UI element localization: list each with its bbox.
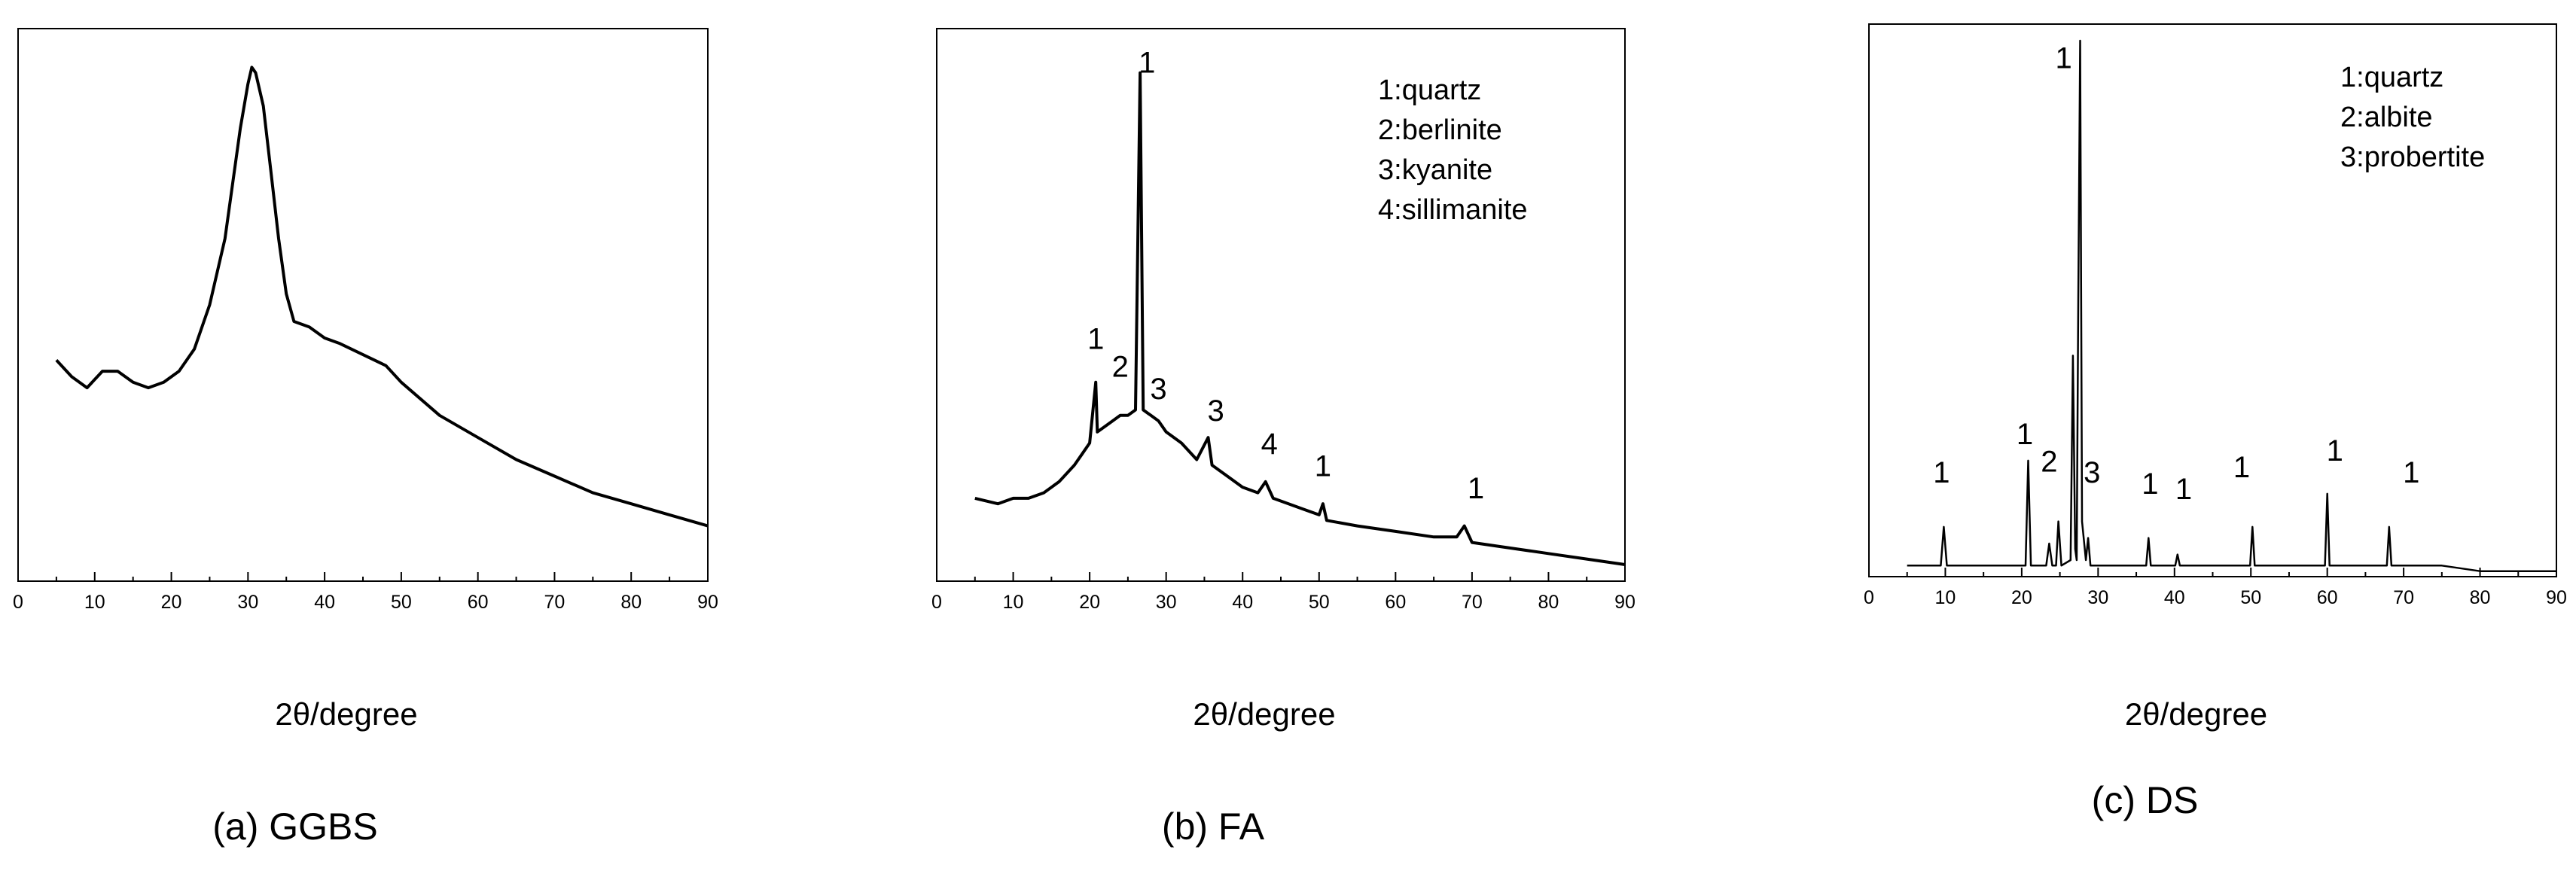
peak-label: 4 <box>1261 428 1278 461</box>
x-tick-label: 0 <box>13 592 23 613</box>
xrd-pattern-line <box>55 65 709 528</box>
legend-entry: 2:berlinite <box>1378 114 1502 146</box>
plot-frame <box>936 28 1626 582</box>
peak-label: 1 <box>1315 450 1331 483</box>
x-tick-label: 70 <box>1462 592 1483 613</box>
x-tick-label: 40 <box>314 592 335 613</box>
series-layer <box>1907 39 2556 572</box>
x-tick-label: 0 <box>931 592 942 613</box>
peak-label: 1 <box>1468 472 1484 505</box>
x-tick-label: 80 <box>1538 592 1559 613</box>
x-tick-label: 0 <box>1864 587 1874 608</box>
x-axis-label: 2θ/degree <box>275 696 417 732</box>
x-tick-label: 30 <box>2087 587 2108 608</box>
legend: 1:quartz 2:albite 3:probertite <box>2340 62 2485 173</box>
panel-caption: (b) FA <box>1162 805 1265 848</box>
plot-frame <box>1868 23 2557 577</box>
peak-label: 2 <box>2041 446 2057 479</box>
plot-frame <box>17 28 709 582</box>
xrd-pattern-line <box>1907 39 2556 572</box>
x-tick-label: 20 <box>1079 592 1100 613</box>
legend-entry: 4:sillimanite <box>1378 194 1528 226</box>
peak-label: 1 <box>2017 418 2033 451</box>
x-tick-label: 20 <box>161 592 182 613</box>
peak-label: 1 <box>2056 42 2072 75</box>
x-axis-label: 2θ/degree <box>2125 696 2267 732</box>
x-tick-label: 80 <box>620 592 642 613</box>
x-tick-label: 30 <box>1156 592 1177 613</box>
peak-label: 3 <box>2084 456 2100 489</box>
x-axis-ticks: 0 10 20 30 40 50 60 70 80 90 <box>1864 568 2567 608</box>
peak-label: 3 <box>1150 373 1166 406</box>
x-tick-label: 50 <box>2240 587 2261 608</box>
panel-caption: (c) DS <box>2092 779 2199 821</box>
x-axis-label: 2θ/degree <box>1193 696 1335 732</box>
legend-entry: 1:quartz <box>2340 62 2443 93</box>
x-tick-label: 20 <box>2011 587 2032 608</box>
peak-label: 1 <box>2403 456 2419 489</box>
x-tick-label: 90 <box>1614 592 1636 613</box>
x-tick-label: 90 <box>2546 587 2567 608</box>
x-tick-label: 50 <box>1309 592 1330 613</box>
x-tick-label: 50 <box>391 592 412 613</box>
peak-label: 1 <box>2327 434 2343 467</box>
x-tick-label: 10 <box>84 592 105 613</box>
x-tick-label: 70 <box>2393 587 2414 608</box>
peak-label: 2 <box>1112 350 1129 383</box>
x-tick-label: 60 <box>2317 587 2338 608</box>
x-tick-label: 70 <box>544 592 566 613</box>
panel-caption: (a) GGBS <box>212 805 377 848</box>
x-tick-label: 90 <box>697 592 718 613</box>
x-tick-label: 10 <box>1003 592 1024 613</box>
x-tick-label: 80 <box>2470 587 2491 608</box>
x-tick-label: 30 <box>237 592 258 613</box>
peak-label: 1 <box>2175 473 2192 506</box>
legend-entry: 1:quartz <box>1378 75 1481 106</box>
series-layer <box>55 65 709 528</box>
x-tick-label: 10 <box>1935 587 1956 608</box>
legend-entry: 3:kyanite <box>1378 154 1492 186</box>
x-tick-label: 60 <box>468 592 489 613</box>
panel-ggbs: 0 10 20 30 40 50 60 70 80 90 2θ/degree (a) GGBS <box>13 28 718 848</box>
series-layer <box>974 71 1626 566</box>
x-tick-label: 40 <box>2164 587 2185 608</box>
legend: 1:quartz 2:berlinite 3:kyanite 4:sillimanit… <box>1378 75 1528 226</box>
legend-entry: 3:probertite <box>2340 142 2485 173</box>
peak-label: 1 <box>2142 467 2158 501</box>
x-tick-label: 60 <box>1385 592 1406 613</box>
peak-label: 1 <box>1933 456 1950 489</box>
x-axis-ticks: 0 10 20 30 40 50 60 70 80 90 <box>931 572 1636 613</box>
peak-label: 3 <box>1208 394 1224 428</box>
peak-label: 1 <box>1087 323 1104 356</box>
peak-label: 1 <box>2233 451 2250 484</box>
xrd-pattern-line <box>974 71 1626 566</box>
peak-label: 1 <box>1139 47 1155 80</box>
legend-entry: 2:albite <box>2340 102 2433 133</box>
x-tick-label: 40 <box>1232 592 1253 613</box>
x-axis-ticks: 0 10 20 30 40 50 60 70 80 90 <box>13 572 718 613</box>
